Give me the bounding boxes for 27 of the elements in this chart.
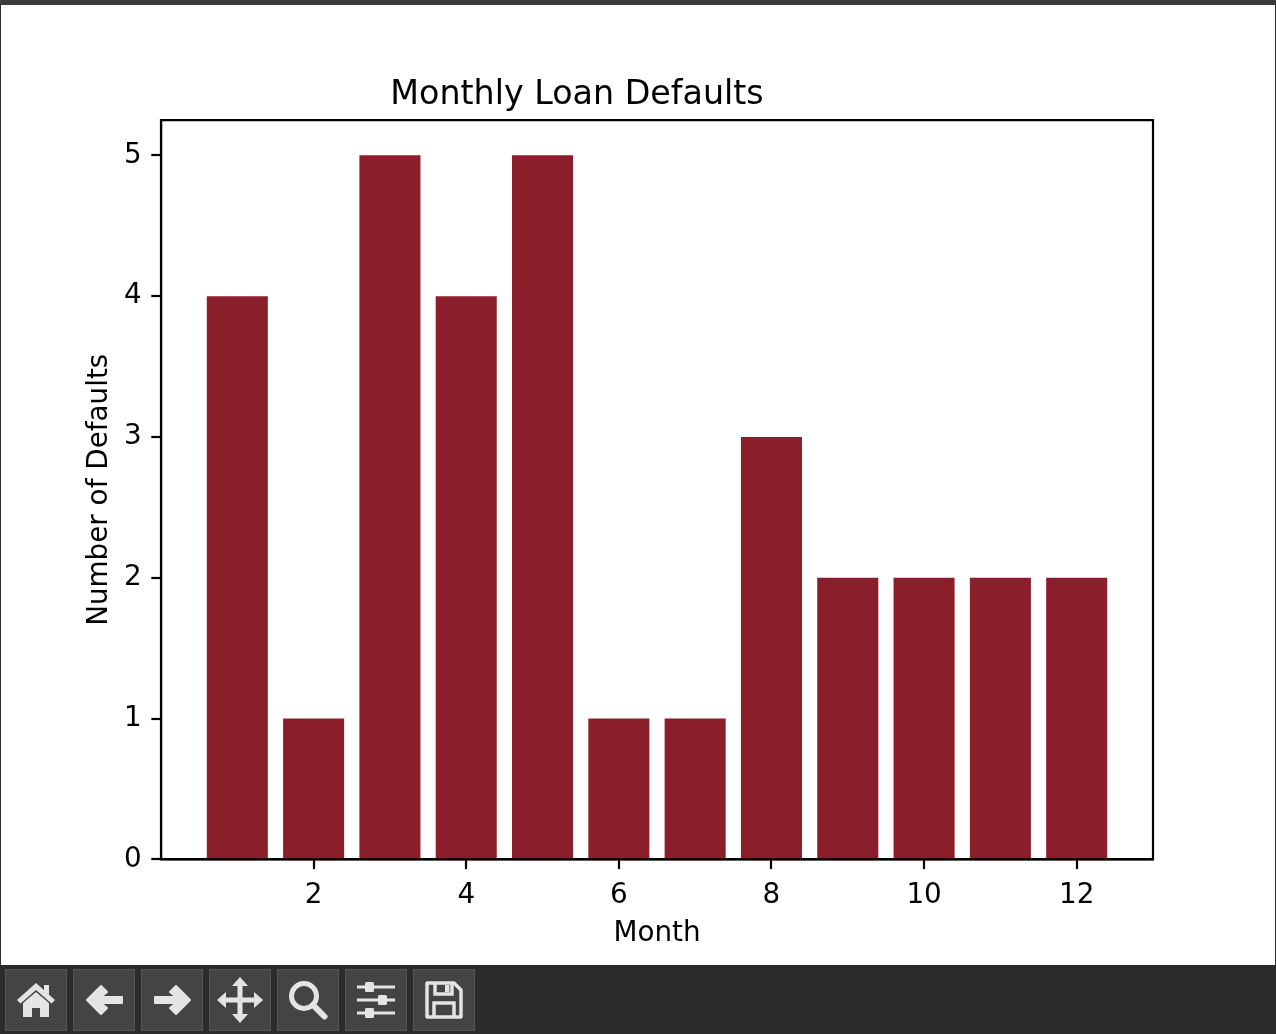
- x-tick-label: 12: [1059, 876, 1095, 910]
- bar: [359, 155, 421, 860]
- bar: [893, 577, 955, 860]
- y-axis-title: Number of Defaults: [81, 353, 115, 626]
- bar: [512, 155, 574, 860]
- x-tick-label: 2: [304, 876, 323, 910]
- x-tick-label: 6: [610, 876, 628, 910]
- bar: [1046, 577, 1108, 860]
- y-tick-label: 2: [123, 559, 142, 593]
- x-tick-label: 10: [906, 876, 942, 910]
- bar: [588, 718, 650, 860]
- y-tick-label: 1: [123, 699, 142, 733]
- bar: [740, 436, 802, 860]
- bar: [206, 296, 268, 860]
- bar: [283, 718, 345, 860]
- bar: [817, 577, 879, 860]
- x-tick-label: 8: [762, 876, 781, 910]
- y-tick-label: 4: [123, 277, 142, 311]
- bar: [664, 718, 726, 860]
- bar: [969, 577, 1031, 860]
- bar: [435, 296, 497, 860]
- y-tick-label: 0: [123, 840, 142, 874]
- chart-title: Monthly Loan Defaults: [390, 72, 764, 112]
- y-tick-label: 3: [123, 418, 142, 452]
- x-axis-title: Month: [613, 915, 701, 949]
- y-tick-label: 5: [123, 136, 142, 170]
- x-tick-label: 4: [457, 876, 476, 910]
